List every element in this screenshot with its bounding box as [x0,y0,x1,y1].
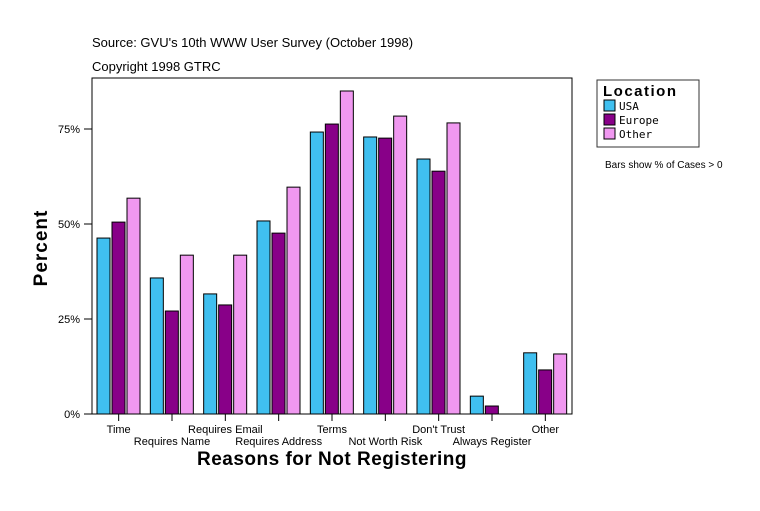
x-tick-label: Terms [317,424,347,436]
bar-other [286,186,301,415]
bar-usa [523,352,538,415]
legend-label: Other [619,128,652,141]
copyright-text: Copyright 1998 GTRC [92,59,221,74]
y-tick-label: 50% [58,219,80,231]
bar-usa [203,293,218,415]
x-tick-label: Not Worth Risk [348,436,422,448]
bar-europe [484,405,499,415]
bar-europe [218,304,233,415]
bars [96,90,568,415]
bar-europe [324,123,339,415]
x-axis-title: Reasons for Not Registering [197,449,467,470]
source-text: Source: GVU's 10th WWW User Survey (Octo… [92,35,413,50]
bar-europe [111,221,126,415]
bar-other [339,90,354,415]
bar-other [553,353,568,415]
bar-other [126,197,141,415]
bar-usa [256,220,271,415]
y-tick-label: 25% [58,314,80,326]
bar-usa [363,136,378,415]
x-tick-label: Time [107,424,131,436]
bar-europe [378,137,393,415]
y-tick-label: 0% [64,409,80,421]
bars-note: Bars show % of Cases > 0 [605,160,723,171]
y-tick-label: 75% [58,124,80,136]
bar-europe [271,232,286,415]
x-tick-label: Don't Trust [412,424,465,436]
legend-label: USA [619,100,639,113]
x-tick-label: Other [532,424,560,436]
x-tick-label: Requires Name [134,436,210,448]
bar-europe [164,310,179,415]
bar-europe [538,369,553,415]
y-axis-title: Percent [31,210,52,287]
legend-swatch-other [603,127,616,140]
legend-label: Europe [619,114,659,127]
bar-other [233,254,248,415]
bar-other [446,122,461,415]
bar-other [393,115,408,415]
x-tick-label: Always Register [453,436,532,448]
bar-other [179,254,194,415]
x-tick-label: Requires Email [188,424,263,436]
bar-usa [149,277,164,415]
bar-usa [309,131,324,415]
bar-usa [416,158,431,415]
legend-swatch-europe [603,113,616,126]
bar-europe [431,170,446,415]
legend-swatch-usa [603,99,616,112]
legend-title: Location [603,83,678,100]
y-axis: 0% 25% 50% 75% [58,124,92,421]
bar-usa [96,237,111,415]
bar-usa [469,395,484,415]
x-tick-label: Requires Address [235,436,322,448]
